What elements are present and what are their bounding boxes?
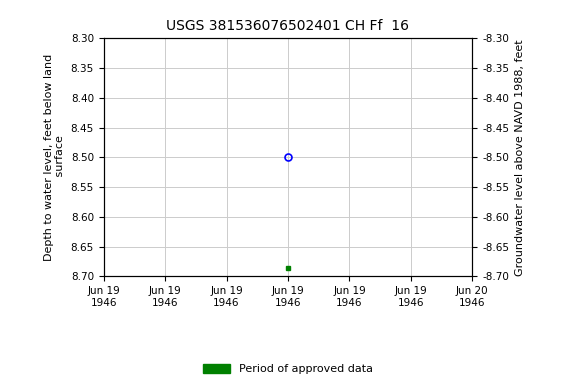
Title: USGS 381536076502401 CH Ff  16: USGS 381536076502401 CH Ff 16 — [166, 19, 410, 33]
Legend: Period of approved data: Period of approved data — [198, 359, 378, 379]
Y-axis label: Groundwater level above NAVD 1988, feet: Groundwater level above NAVD 1988, feet — [514, 39, 525, 276]
Y-axis label: Depth to water level, feet below land
 surface: Depth to water level, feet below land su… — [44, 54, 65, 261]
